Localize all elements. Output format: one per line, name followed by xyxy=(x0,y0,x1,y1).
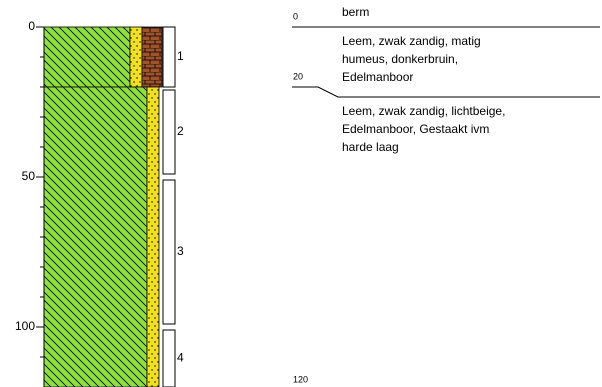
tick-label: 50 xyxy=(22,169,36,183)
layer-remark: berm xyxy=(342,5,369,19)
layer-description: humeus, donkerbruin, xyxy=(342,52,458,66)
layer-description: harde laag xyxy=(342,140,399,154)
layer-fill xyxy=(130,27,142,87)
tick-label: 0 xyxy=(28,19,35,33)
layer-fill xyxy=(44,87,147,387)
sample-label: 2 xyxy=(177,124,184,138)
layer-fill xyxy=(44,27,130,87)
sample-label: 4 xyxy=(177,351,184,365)
sample-box xyxy=(163,330,175,387)
layer-fill xyxy=(142,27,162,87)
sample-box xyxy=(163,180,175,324)
sample-box xyxy=(163,90,175,174)
depth-label: 120 xyxy=(293,374,308,384)
layer-description: Leem, zwak zandig, lichtbeige, xyxy=(342,104,505,118)
layer-description: Edelmanboor, Gestaakt ivm xyxy=(342,122,489,136)
layer-description: Leem, zwak zandig, matig xyxy=(342,34,481,48)
layer-boundary xyxy=(292,87,600,97)
sample-box xyxy=(163,27,175,87)
sample-label: 1 xyxy=(177,49,184,63)
borehole-log: 0 berm Leem, zwak zandig, matig humeus, don… xyxy=(0,0,602,387)
tick-label: 100 xyxy=(15,319,35,333)
sample-label: 3 xyxy=(177,244,184,258)
depth-label: 20 xyxy=(293,71,303,81)
depth-label: 0 xyxy=(293,11,298,21)
layer-description: Edelmanboor xyxy=(342,70,413,84)
layer-fill xyxy=(147,87,159,387)
